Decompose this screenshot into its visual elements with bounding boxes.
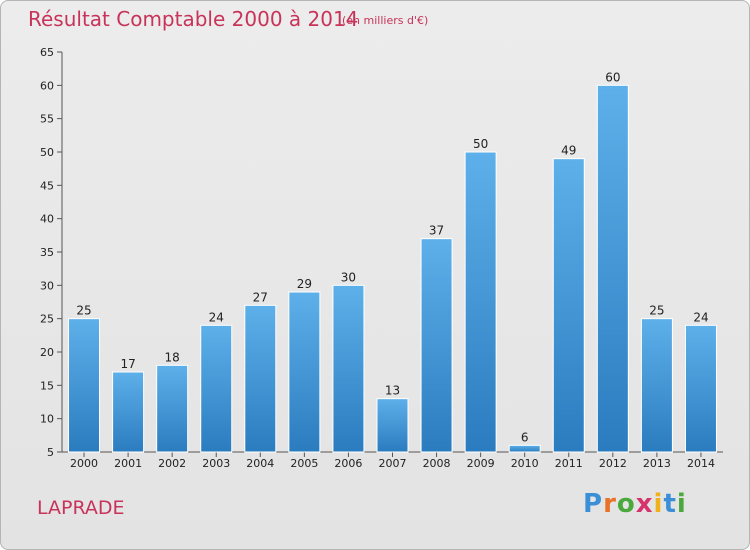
- logo-letter: o: [616, 489, 636, 519]
- bar-value-label: 30: [341, 270, 356, 284]
- logo-letter: t: [663, 489, 677, 519]
- bar: [112, 371, 145, 453]
- bar-value-label: 18: [165, 350, 180, 364]
- value-labels: 25 17 18 24 27 29 30 13 37 50 6 49 60 25 24: [76, 70, 708, 444]
- bar-value-label: 24: [693, 310, 708, 324]
- chart-title: Résultat Comptable 2000 à 2014: [28, 7, 359, 31]
- logo-letter: i: [653, 489, 664, 519]
- bar-value-label: 60: [605, 70, 620, 84]
- y-tick-label: 20: [40, 346, 54, 359]
- bar-value-label: 24: [209, 310, 224, 324]
- bar: [332, 284, 365, 453]
- x-tick-label: 2002: [158, 457, 186, 470]
- bar: [200, 324, 233, 453]
- bars: [68, 84, 717, 453]
- logo-letter: x: [635, 489, 654, 519]
- logo-letter: P: [583, 489, 604, 519]
- bar-value-label: 29: [297, 277, 312, 291]
- y-tick-label: 30: [40, 279, 54, 292]
- y-tick-label: 10: [40, 413, 54, 426]
- bar: [552, 158, 585, 453]
- x-tick-label: 2000: [70, 457, 98, 470]
- logo-letter: r: [603, 489, 617, 519]
- y-axis: 5 10 15 20 25 30 35 40 45 50 55 60 65: [40, 46, 63, 459]
- bar-value-label: 25: [76, 304, 91, 318]
- x-tick-label: 2014: [687, 457, 715, 470]
- bar: [640, 318, 673, 453]
- bar-value-label: 49: [561, 144, 576, 158]
- bar: [596, 84, 629, 453]
- y-tick-label: 40: [40, 213, 54, 226]
- x-tick-label: 2003: [202, 457, 230, 470]
- bar-value-label: 6: [521, 430, 529, 444]
- chart-subtitle: (en milliers d'€): [342, 14, 429, 27]
- x-tick-label: 2008: [423, 457, 451, 470]
- y-tick-label: 5: [47, 446, 54, 459]
- bar-value-label: 50: [473, 137, 488, 151]
- bar: [420, 238, 453, 453]
- y-tick-label: 25: [40, 313, 54, 326]
- x-tick-label: 2007: [379, 457, 407, 470]
- x-tick-label: 2011: [555, 457, 583, 470]
- bar-value-label: 13: [385, 384, 400, 398]
- proxiti-logo: Proxiti: [583, 489, 687, 519]
- x-tick-label: 2001: [114, 457, 142, 470]
- x-tick-label: 2005: [290, 457, 318, 470]
- bar: [464, 151, 497, 453]
- y-tick-label: 60: [40, 79, 54, 92]
- bar: [288, 291, 321, 453]
- bar: [244, 304, 277, 453]
- x-tick-label: 2012: [599, 457, 627, 470]
- y-tick-label: 65: [40, 46, 54, 59]
- location-label: LAPRADE: [37, 497, 125, 519]
- bar-value-label: 37: [429, 224, 444, 238]
- x-tick-label: 2006: [334, 457, 362, 470]
- x-tick-label: 2004: [246, 457, 274, 470]
- bar: [68, 318, 101, 453]
- x-axis: 2000 2001 2002 2003 2004 2005 2006 2007 2008 2009…: [62, 451, 723, 470]
- logo-letter: i: [676, 489, 687, 519]
- y-tick-label: 50: [40, 146, 54, 159]
- bar: [508, 444, 541, 453]
- x-tick-label: 2013: [643, 457, 671, 470]
- y-tick-label: 45: [40, 179, 54, 192]
- y-tick-label: 55: [40, 113, 54, 126]
- y-tick-label: 15: [40, 379, 54, 392]
- x-tick-label: 2010: [511, 457, 539, 470]
- bar-value-label: 25: [649, 304, 664, 318]
- bar: [684, 324, 717, 453]
- x-tick-label: 2009: [467, 457, 495, 470]
- bar-value-label: 17: [120, 357, 135, 371]
- bar-value-label: 27: [253, 290, 268, 304]
- y-tick-label: 35: [40, 246, 54, 259]
- bar: [376, 398, 409, 453]
- bar: [156, 364, 189, 453]
